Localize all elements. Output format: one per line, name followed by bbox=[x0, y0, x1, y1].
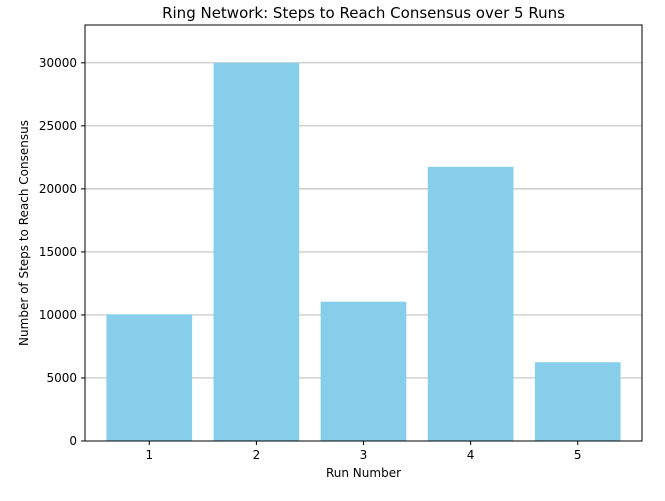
bars bbox=[106, 62, 621, 442]
x-axis-label: Run Number bbox=[326, 466, 401, 480]
y-tick-label: 5000 bbox=[46, 371, 77, 385]
y-tick-label: 15000 bbox=[39, 245, 77, 259]
bar-run-2 bbox=[213, 62, 300, 442]
x-tick-label: 1 bbox=[145, 448, 153, 462]
y-tick-label: 0 bbox=[69, 434, 77, 448]
x-tick-label: 2 bbox=[253, 448, 261, 462]
bar-run-5 bbox=[534, 362, 621, 441]
y-tick-label: 20000 bbox=[39, 182, 77, 196]
x-tick-label: 3 bbox=[360, 448, 368, 462]
y-axis-label: Number of Steps to Reach Consensus bbox=[17, 120, 31, 346]
y-axis-ticks: 0 5000 10000 15000 20000 25000 30000 bbox=[39, 56, 85, 448]
x-tick-label: 5 bbox=[574, 448, 582, 462]
y-tick-label: 25000 bbox=[39, 119, 77, 133]
bar-run-4 bbox=[427, 166, 514, 441]
bar-run-1 bbox=[106, 314, 193, 441]
y-tick-label: 10000 bbox=[39, 308, 77, 322]
x-axis-ticks: 1 2 3 4 5 bbox=[145, 441, 582, 462]
y-tick-label: 30000 bbox=[39, 56, 77, 70]
chart-title: Ring Network: Steps to Reach Consensus o… bbox=[162, 4, 565, 22]
bar-run-3 bbox=[320, 301, 407, 441]
x-tick-label: 4 bbox=[467, 448, 475, 462]
